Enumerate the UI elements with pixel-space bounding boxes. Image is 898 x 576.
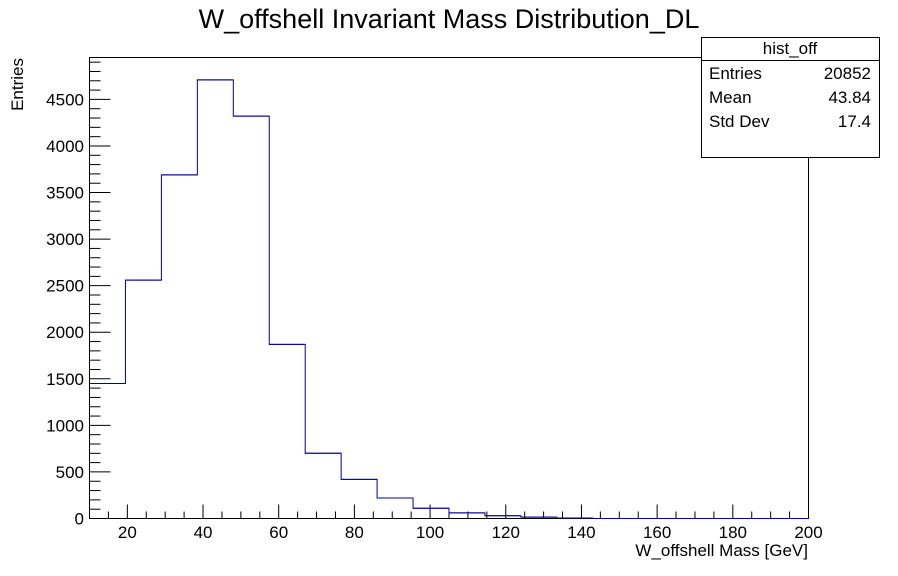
x-tick-label: 200 — [794, 523, 822, 542]
y-tick-label: 3500 — [46, 184, 84, 203]
y-tick-label: 1000 — [46, 416, 84, 435]
stats-stddev-value: 17.4 — [838, 112, 871, 131]
stats-box-name: hist_off — [763, 39, 818, 58]
stats-box-frame — [701, 37, 880, 158]
y-axis-label: Entries — [8, 58, 27, 111]
x-tick-labels: 20 40 60 80 100 120 140 160 180 200 — [118, 523, 823, 542]
x-tick-label: 140 — [567, 523, 595, 542]
y-tick-label: 4500 — [46, 90, 84, 109]
x-axis-label: W_offshell Mass [GeV] — [635, 541, 808, 560]
stats-mean-value: 43.84 — [828, 88, 871, 107]
y-tick-label: 1500 — [46, 370, 84, 389]
chart-title: W_offshell Invariant Mass Distribution_D… — [199, 4, 700, 34]
axis-ticks — [89, 61, 809, 519]
stats-stddev-label: Std Dev — [709, 112, 770, 131]
x-tick-label: 40 — [194, 523, 213, 542]
y-tick-label: 0 — [75, 510, 84, 529]
stats-box: hist_off Entries 20852 Mean 43.84 Std De… — [701, 37, 880, 158]
y-tick-label: 2500 — [46, 277, 84, 296]
stats-entries-label: Entries — [709, 64, 762, 83]
x-tick-label: 60 — [269, 523, 288, 542]
x-tick-label: 100 — [416, 523, 444, 542]
x-tick-label: 20 — [118, 523, 137, 542]
y-tick-label: 4000 — [46, 137, 84, 156]
histogram-bins — [89, 79, 809, 519]
histogram-series-line — [89, 79, 809, 519]
y-tick-label: 500 — [56, 463, 84, 482]
stats-entries-value: 20852 — [824, 64, 871, 83]
y-tick-label: 3000 — [46, 230, 84, 249]
x-tick-label: 120 — [492, 523, 520, 542]
x-tick-label: 160 — [643, 523, 671, 542]
x-tick-label: 180 — [719, 523, 747, 542]
y-tick-label: 2000 — [46, 323, 84, 342]
stats-mean-label: Mean — [709, 88, 752, 107]
x-tick-label: 80 — [345, 523, 364, 542]
y-tick-labels: 0 500 1000 1500 2000 2500 3000 3500 4000 4500 — [46, 90, 84, 528]
